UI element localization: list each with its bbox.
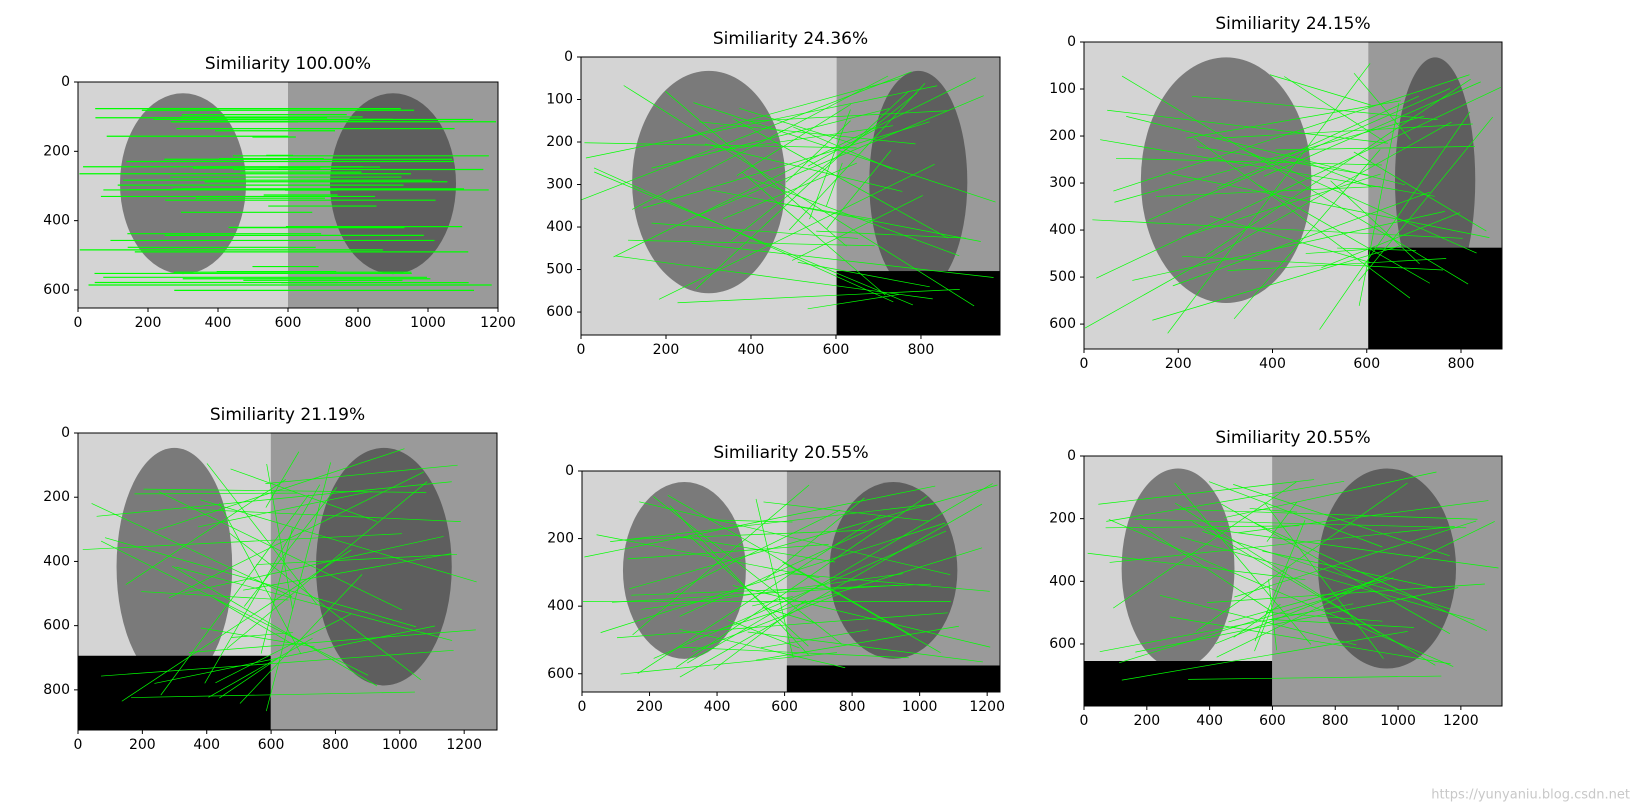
- y-tick-label: 0: [61, 425, 70, 441]
- x-tick-label: 1200: [969, 699, 1005, 715]
- x-tick-label: 400: [1259, 356, 1286, 372]
- x-tick-label: 200: [1165, 356, 1192, 372]
- subplot: Similiarity 24.36% 0 200 400 600 800 0 100 200 30…: [546, 29, 1000, 358]
- x-tick-label: 1200: [480, 315, 516, 331]
- x-tick-label: 200: [135, 315, 162, 331]
- x-tick-label: 800: [1322, 713, 1349, 729]
- subplot: Similiarity 100.00% 0 200 400 600 800 1000 1200…: [43, 54, 516, 331]
- y-tick-label: 400: [547, 598, 574, 614]
- y-tick-label: 300: [546, 177, 573, 193]
- subplot-title: Similiarity 20.55%: [713, 443, 868, 463]
- x-tick-label: 1000: [410, 315, 446, 331]
- y-tick-label: 600: [43, 282, 70, 298]
- x-tick-label: 1000: [382, 737, 418, 753]
- x-tick-label: 200: [653, 342, 680, 358]
- x-tick-label: 200: [129, 737, 156, 753]
- padding: [1084, 661, 1272, 706]
- x-tick-label: 0: [1080, 713, 1089, 729]
- x-tick-label: 600: [823, 342, 850, 358]
- x-tick-label: 600: [1353, 356, 1380, 372]
- subplot: Similiarity 20.55% 0 200 400 600 800 1000 1200 0…: [1049, 428, 1502, 729]
- x-tick-label: 400: [193, 737, 220, 753]
- y-tick-label: 500: [546, 262, 573, 278]
- y-tick-label: 600: [546, 304, 573, 320]
- y-tick-label: 0: [1067, 34, 1076, 50]
- x-tick-label: 800: [908, 342, 935, 358]
- y-tick-label: 200: [1049, 511, 1076, 527]
- y-tick-label: 0: [565, 463, 574, 479]
- padding: [787, 665, 1000, 692]
- subplot: Similiarity 24.15% 0 200 400 600 800 0 100 200 30…: [1049, 14, 1502, 372]
- figure-silhouette: [869, 71, 967, 293]
- x-tick-label: 1200: [1443, 713, 1479, 729]
- y-tick-label: 200: [547, 531, 574, 547]
- y-tick-label: 400: [1049, 222, 1076, 238]
- y-tick-label: 800: [43, 682, 70, 698]
- x-tick-label: 0: [1080, 356, 1089, 372]
- x-tick-label: 0: [74, 315, 83, 331]
- x-tick-label: 400: [704, 699, 731, 715]
- x-tick-label: 400: [205, 315, 232, 331]
- x-tick-label: 200: [1133, 713, 1160, 729]
- y-tick-label: 600: [1049, 636, 1076, 652]
- x-tick-label: 400: [738, 342, 765, 358]
- subplot: Similiarity 21.19% 0 200 400 600 800 1000 1200 0…: [43, 405, 497, 753]
- subplot: Similiarity 20.55% 0 200 400 600 800 1000 1200 0…: [547, 443, 1005, 715]
- x-tick-label: 800: [322, 737, 349, 753]
- x-tick-label: 600: [275, 315, 302, 331]
- subplot-title: Similiarity 24.36%: [713, 29, 868, 49]
- y-tick-label: 0: [1067, 448, 1076, 464]
- x-tick-label: 800: [839, 699, 866, 715]
- y-tick-label: 400: [1049, 573, 1076, 589]
- x-tick-label: 800: [1448, 356, 1475, 372]
- y-tick-label: 200: [1049, 128, 1076, 144]
- y-tick-label: 200: [546, 134, 573, 150]
- x-tick-label: 1200: [446, 737, 482, 753]
- subplot-title: Similiarity 21.19%: [210, 405, 365, 425]
- y-tick-label: 300: [1049, 175, 1076, 191]
- subplot-title: Similiarity 100.00%: [205, 54, 371, 74]
- y-tick-label: 0: [61, 74, 70, 90]
- y-tick-label: 200: [43, 489, 70, 505]
- y-tick-label: 400: [546, 219, 573, 235]
- x-tick-label: 1000: [902, 699, 938, 715]
- y-tick-label: 0: [564, 49, 573, 65]
- y-tick-label: 200: [43, 143, 70, 159]
- figure-silhouette: [1122, 469, 1235, 669]
- y-tick-label: 600: [1049, 316, 1076, 332]
- y-tick-label: 500: [1049, 269, 1076, 285]
- x-tick-label: 1000: [1380, 713, 1416, 729]
- x-tick-label: 400: [1196, 713, 1223, 729]
- x-tick-label: 0: [578, 699, 587, 715]
- x-tick-label: 800: [345, 315, 372, 331]
- y-tick-label: 600: [43, 618, 70, 634]
- watermark: https://yunyaniu.blog.csdn.net: [1431, 788, 1630, 803]
- padding: [1368, 248, 1502, 349]
- x-tick-label: 200: [636, 699, 663, 715]
- figure-silhouette: [330, 93, 456, 274]
- x-tick-label: 600: [1259, 713, 1286, 729]
- y-tick-label: 600: [547, 666, 574, 682]
- x-tick-label: 600: [771, 699, 798, 715]
- subplot-title: Similiarity 20.55%: [1215, 428, 1370, 448]
- figure-silhouette: [632, 71, 785, 293]
- padding: [837, 271, 1000, 335]
- x-tick-label: 0: [577, 342, 586, 358]
- x-tick-label: 0: [74, 737, 83, 753]
- figure-silhouette: [117, 448, 233, 686]
- y-tick-label: 400: [43, 553, 70, 569]
- x-tick-label: 600: [258, 737, 285, 753]
- y-tick-label: 100: [546, 92, 573, 108]
- subplot-title: Similiarity 24.15%: [1215, 14, 1370, 34]
- y-tick-label: 400: [43, 213, 70, 229]
- y-tick-label: 100: [1049, 81, 1076, 97]
